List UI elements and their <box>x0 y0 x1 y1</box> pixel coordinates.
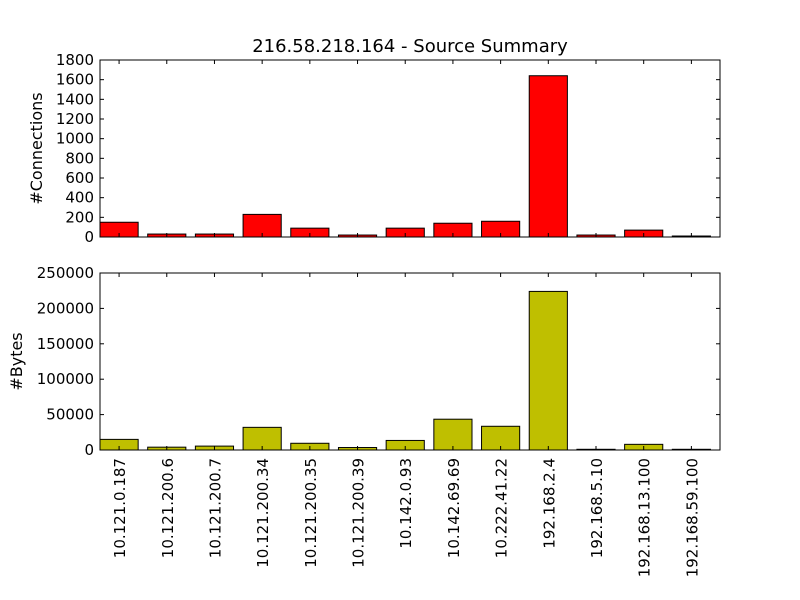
xtick-label: 10.121.200.39 <box>350 458 368 568</box>
xtick-label: 192.168.13.100 <box>636 458 654 577</box>
xtick-label: 192.168.2.4 <box>540 458 558 549</box>
connections-ytick-label: 1200 <box>56 110 94 128</box>
xtick-label: 10.121.200.7 <box>206 458 224 558</box>
bytes-ylabel: #Bytes <box>7 332 26 390</box>
xtick-label: 192.168.5.10 <box>588 458 606 558</box>
bytes-ytick-label: 150000 <box>37 335 94 353</box>
xtick-label: 10.121.200.34 <box>254 458 272 568</box>
bytes-ytick-label: 100000 <box>37 370 94 388</box>
xtick-label: 10.121.200.6 <box>159 458 177 558</box>
connections-ylabel: #Connections <box>27 92 46 204</box>
xtick-label: 10.121.200.35 <box>302 458 320 568</box>
bytes-axes-frame <box>99 272 721 451</box>
connections-axes-frame <box>99 59 721 238</box>
connections-ytick-label: 1600 <box>56 71 94 89</box>
connections-ytick-label: 1000 <box>56 130 94 148</box>
bytes-ytick-label: 50000 <box>46 406 94 424</box>
bytes-ytick-label: 250000 <box>37 264 94 282</box>
chart-title: 216.58.218.164 - Source Summary <box>252 36 568 57</box>
connections-ytick-label: 1400 <box>56 90 94 108</box>
connections-ytick-label: 0 <box>84 228 94 246</box>
xtick-label: 10.121.0.187 <box>111 458 129 558</box>
bytes-ytick-label: 0 <box>84 441 94 459</box>
bytes-bar-chart: 0 50000 100000 150000 200000 250000 10.121.0.1… <box>7 264 721 577</box>
bytes-ytick-label: 200000 <box>37 299 94 317</box>
xtick-label: 10.142.0.93 <box>397 458 415 549</box>
connections-ytick-label: 200 <box>65 208 94 226</box>
connections-ytick-label: 400 <box>65 189 94 207</box>
connections-ytick-label: 600 <box>65 169 94 187</box>
connections-ytick-label: 800 <box>65 149 94 167</box>
xtick-label: 10.142.69.69 <box>445 458 463 558</box>
connections-ytick-label: 1800 <box>56 51 94 69</box>
bytes-bar <box>433 418 473 451</box>
xtick-label: 192.168.59.100 <box>683 458 701 577</box>
connections-bar <box>528 75 568 238</box>
xtick-label: 10.222.41.22 <box>493 458 511 558</box>
bytes-bar <box>528 290 568 451</box>
